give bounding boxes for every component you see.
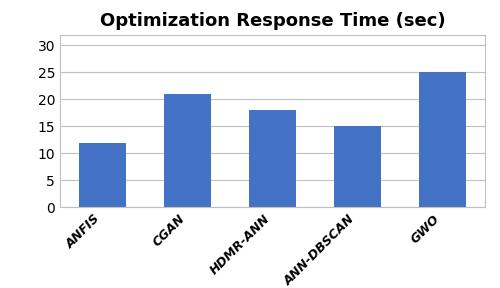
Bar [334,126,381,207]
Bar [249,110,296,207]
Title: Optimization Response Time (sec): Optimization Response Time (sec) [100,12,446,30]
Bar [80,143,126,207]
Bar [164,94,211,207]
Bar [419,72,466,207]
